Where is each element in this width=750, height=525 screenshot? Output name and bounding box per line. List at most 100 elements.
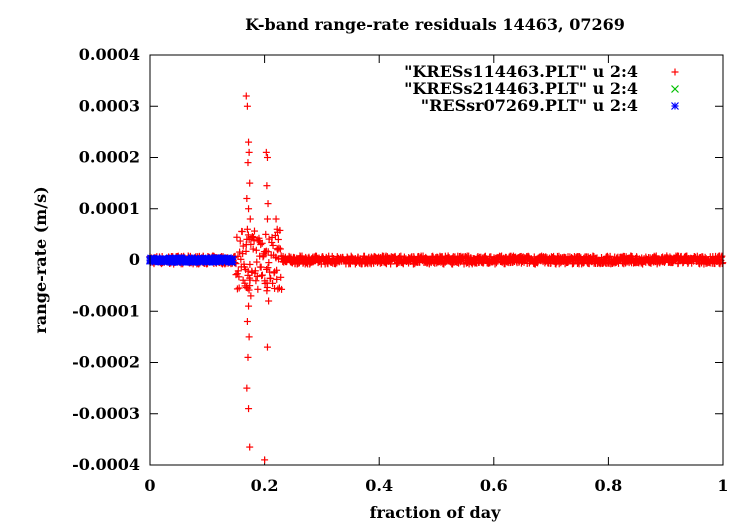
data-point xyxy=(168,256,177,264)
chart-title: K-band range-rate residuals 14463, 07269 xyxy=(245,15,625,34)
legend-marker xyxy=(671,102,679,110)
residual-point xyxy=(237,255,245,263)
data-point xyxy=(272,215,280,223)
residual-point xyxy=(249,245,257,253)
residual-point xyxy=(259,253,267,261)
residual-point xyxy=(397,252,405,260)
residual-point xyxy=(718,252,726,260)
y-tick-label: 0.0004 xyxy=(79,45,140,64)
residual-point xyxy=(258,272,266,280)
residual-point xyxy=(238,228,246,236)
data-point xyxy=(273,266,281,274)
data-point xyxy=(244,159,252,167)
residual-point xyxy=(253,258,261,266)
legend-marker xyxy=(671,85,679,93)
residual-point xyxy=(253,272,261,280)
residual-point xyxy=(252,246,260,254)
residual-point xyxy=(264,264,272,272)
residual-point xyxy=(239,242,247,250)
data-point xyxy=(243,195,251,202)
data-point xyxy=(246,179,254,187)
data-point xyxy=(263,154,271,161)
residual-point xyxy=(257,241,265,249)
data-point xyxy=(214,256,223,264)
residual-point xyxy=(258,239,266,247)
residual-point xyxy=(606,252,614,260)
data-point xyxy=(247,292,255,300)
x-tick-label: 0.6 xyxy=(480,476,508,495)
data-point xyxy=(244,353,252,361)
data-point xyxy=(242,241,250,249)
residual-point xyxy=(248,233,256,241)
residual-point xyxy=(235,273,243,281)
data-point xyxy=(180,256,189,264)
residual-point xyxy=(264,248,272,256)
residual-point xyxy=(249,233,257,241)
residual-point xyxy=(387,260,395,268)
residual-point xyxy=(246,260,254,268)
data-point xyxy=(243,225,251,233)
y-tick-label: -0.0003 xyxy=(72,404,140,423)
data-point xyxy=(261,456,269,464)
data-point xyxy=(264,200,272,208)
y-tick-label: 0.0003 xyxy=(79,96,140,115)
residual-point xyxy=(275,244,283,252)
data-point xyxy=(274,236,282,243)
data-point xyxy=(226,256,235,264)
x-tick-label: 1 xyxy=(717,476,728,495)
data-point xyxy=(265,297,273,305)
residual-point xyxy=(239,276,247,284)
data-point xyxy=(191,256,200,264)
y-tick-label: -0.0002 xyxy=(72,353,140,372)
plot-frame xyxy=(149,54,724,466)
residual-point xyxy=(258,271,266,279)
x-tick-label: 0 xyxy=(144,476,155,495)
data-point xyxy=(243,102,251,110)
data-point xyxy=(262,148,270,156)
data-point xyxy=(262,230,270,238)
residual-point xyxy=(269,279,277,287)
y-tick-label: -0.0004 xyxy=(72,455,140,474)
data-point xyxy=(242,92,250,100)
data-point xyxy=(203,256,212,264)
data-point xyxy=(245,333,253,341)
y-tick-label: -0.0001 xyxy=(72,301,140,320)
data-point xyxy=(244,271,252,279)
legend-label: "RESsr07269.PLT" u 2:4 xyxy=(421,96,638,115)
residual-point xyxy=(251,267,259,275)
data-point xyxy=(263,215,271,223)
data-point xyxy=(246,215,254,223)
residual-point xyxy=(233,285,241,293)
x-tick-label: 0.2 xyxy=(251,476,279,495)
residual-point xyxy=(252,277,260,285)
x-axis-label: fraction of day xyxy=(370,503,501,522)
residual-point xyxy=(236,237,244,245)
legend: "KRESs114463.PLT" u 2:4"KRESs214463.PLT"… xyxy=(404,62,679,115)
data-point xyxy=(245,302,253,310)
residual-point xyxy=(278,285,286,293)
data-point xyxy=(263,343,271,351)
residual-point xyxy=(555,252,563,260)
residual-point xyxy=(242,247,250,255)
residual-point xyxy=(491,260,499,268)
residual-point xyxy=(267,274,275,282)
data-point xyxy=(263,287,271,295)
data-point xyxy=(273,225,281,233)
data-point xyxy=(245,236,253,243)
residual-point xyxy=(254,285,262,293)
x-tick-label: 0.4 xyxy=(365,476,393,495)
legend-label: "KRESs214463.PLT" u 2:4 xyxy=(404,79,638,98)
residual-point xyxy=(265,259,273,267)
data-point xyxy=(246,443,254,451)
data-point xyxy=(245,138,253,146)
data-point xyxy=(246,282,254,290)
y-tick-label: 0 xyxy=(129,250,140,269)
residual-point xyxy=(245,286,253,294)
x-tick-label: 0.8 xyxy=(594,476,622,495)
residual-point xyxy=(234,267,242,275)
residual-point xyxy=(235,284,243,292)
residual-point xyxy=(269,241,277,249)
residual-point xyxy=(277,273,285,281)
residual-point xyxy=(273,275,281,283)
data-point xyxy=(245,405,253,413)
